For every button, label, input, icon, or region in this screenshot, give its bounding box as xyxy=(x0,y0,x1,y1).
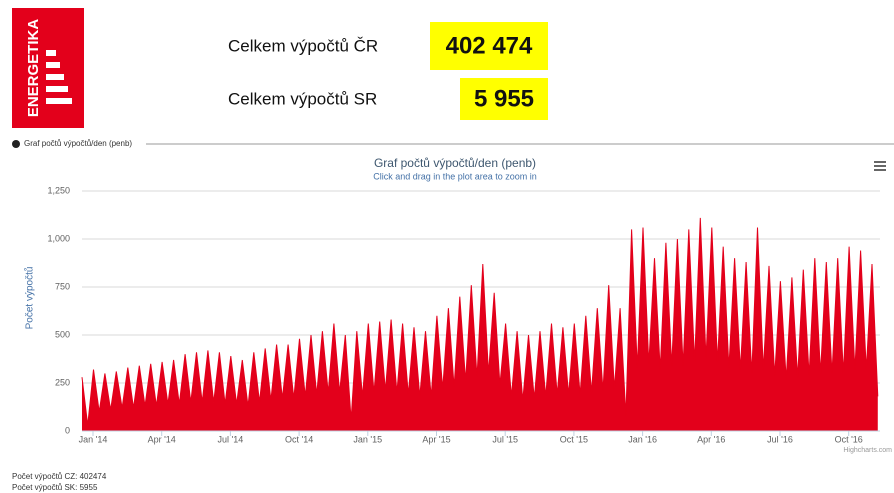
total-value: 5 955 xyxy=(474,85,534,112)
y-tick-label: 1,000 xyxy=(47,233,70,243)
chart-title: Graf počtů výpočtů/den (penb) xyxy=(374,156,536,170)
total-box xyxy=(430,22,548,70)
x-tick-label: Jul '15 xyxy=(492,434,518,444)
footer-line: Počet výpočtů CZ: 402474 xyxy=(12,472,107,481)
y-tick-label: 1,250 xyxy=(47,185,70,195)
footer-line: Počet výpočtů SK: 5955 xyxy=(12,483,98,492)
logo-icon xyxy=(46,50,72,104)
y-axis-title: Počet výpočtů xyxy=(24,267,36,330)
credits: Highcharts.com xyxy=(843,447,892,454)
logo-text: ENERGETIKA xyxy=(25,19,42,118)
x-tick-label: Apr '16 xyxy=(697,434,725,444)
total-label: Celkem výpočtů SR xyxy=(228,89,377,108)
section-label[interactable]: Graf počtů výpočtů/den (penb) xyxy=(24,139,132,148)
x-tick-label: Jan '16 xyxy=(628,434,657,444)
total-value: 402 474 xyxy=(446,32,533,59)
collapse-icon[interactable] xyxy=(12,140,20,148)
total-label: Celkem výpočtů ČR xyxy=(228,36,378,55)
x-tick-label: Oct '14 xyxy=(285,434,313,444)
x-tick-label: Apr '14 xyxy=(148,434,176,444)
x-tick-label: Jul '16 xyxy=(767,434,793,444)
x-tick-label: Oct '16 xyxy=(835,434,863,444)
total-box xyxy=(460,78,548,120)
x-tick-label: Jan '15 xyxy=(353,434,382,444)
x-tick-label: Oct '15 xyxy=(560,434,588,444)
y-tick-label: 250 xyxy=(55,377,70,387)
y-tick-label: 0 xyxy=(65,425,70,435)
x-tick-label: Jan '14 xyxy=(79,434,108,444)
y-tick-label: 750 xyxy=(55,281,70,291)
x-tick-label: Jul '14 xyxy=(218,434,244,444)
menu-button[interactable] xyxy=(874,161,886,171)
area-line xyxy=(81,217,879,426)
x-tick-label: Apr '15 xyxy=(422,434,450,444)
y-tick-label: 500 xyxy=(55,329,70,339)
chart-subtitle: Click and drag in the plot area to zoom … xyxy=(373,171,537,181)
